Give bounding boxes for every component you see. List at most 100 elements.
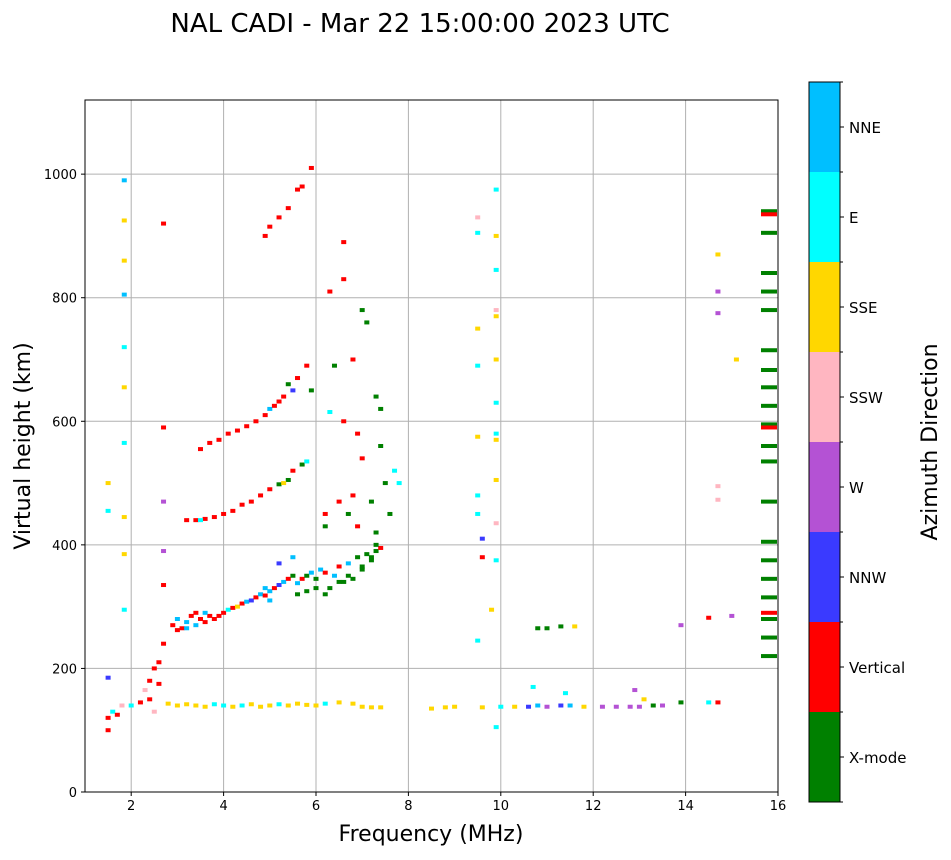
data-point-nne (267, 589, 273, 594)
data-point-x-mode (761, 617, 777, 621)
data-point-nne (535, 703, 541, 708)
data-point-vertical (267, 487, 273, 492)
data-point-nnw (248, 598, 254, 603)
chart-title: NAL CADI - Mar 22 15:00:00 2023 UTC (170, 9, 669, 39)
data-point-nne (267, 598, 273, 603)
data-point-vertical (216, 613, 222, 618)
grid-lines (85, 100, 779, 793)
data-point-ssw (142, 688, 148, 693)
data-point-x-mode (276, 482, 282, 487)
data-point-x-mode (678, 700, 684, 705)
data-point-e (327, 410, 333, 415)
data-point-x-mode (373, 530, 379, 535)
data-point-vertical (161, 425, 167, 430)
data-point-x-mode (331, 363, 337, 368)
data-point-sse (378, 705, 384, 710)
data-point-vertical (276, 215, 282, 220)
x-tick-label: 10 (493, 799, 510, 814)
data-point-x-mode (761, 403, 777, 408)
data-point-vertical (761, 212, 777, 217)
colorbar-tick-label: NNE (849, 119, 881, 137)
data-point-vertical (290, 468, 296, 473)
data-point-sse (174, 703, 180, 708)
data-point-vertical (137, 700, 143, 705)
data-point-vertical (336, 564, 342, 569)
data-point-vertical (147, 678, 153, 683)
data-point-sse (193, 703, 199, 708)
data-point-sse (581, 704, 587, 709)
data-point-vertical (147, 697, 153, 702)
data-point-x-mode (761, 459, 777, 464)
data-point-vertical (271, 403, 277, 408)
x-axis-label: Frequency (MHz) (339, 822, 524, 847)
colorbar-tick-label: X-mode (849, 749, 906, 767)
data-point-x-mode (290, 573, 296, 578)
data-point-vertical (262, 593, 268, 598)
data-point-sse (285, 703, 291, 708)
data-point-vertical (378, 545, 384, 550)
data-point-sse (281, 481, 287, 486)
colorbar: X-mode Vertical NNW W SSW SSE E NNE (808, 81, 906, 803)
data-point-vertical (211, 515, 217, 520)
data-point-x-mode (368, 555, 374, 560)
data-point-ssw (715, 497, 721, 502)
data-point-sse (230, 704, 236, 709)
data-point-w (729, 613, 735, 618)
data-point-vertical (179, 626, 185, 631)
data-point-vertical (161, 641, 167, 646)
x-tick-label: 4 (219, 799, 227, 814)
colorbar-tick-label: NNW (849, 569, 886, 587)
data-point-x-mode (373, 549, 379, 554)
data-point-vertical (355, 524, 361, 529)
data-point-vertical (336, 499, 342, 504)
data-point-x-mode (368, 499, 374, 504)
data-point-e (493, 558, 499, 563)
data-point-nne (318, 567, 324, 572)
data-point-e (530, 684, 536, 689)
data-point-w (627, 704, 633, 709)
data-point-vertical (202, 516, 208, 521)
data-point-x-mode (341, 579, 347, 584)
data-point-e (498, 704, 504, 709)
data-point-x-mode (761, 595, 777, 600)
data-point-vertical (234, 428, 240, 433)
data-point-e (706, 700, 712, 705)
data-point-sse (715, 252, 721, 257)
data-point-w (544, 704, 550, 709)
data-point-nne (184, 626, 190, 631)
data-point-x-mode (761, 576, 777, 581)
data-point-vertical (221, 511, 227, 516)
data-point-vertical (295, 376, 301, 381)
data-point-vertical (253, 419, 259, 424)
data-point-e (493, 267, 499, 272)
data-point-sse (489, 607, 495, 612)
data-point-vertical (184, 518, 190, 523)
data-point-nnw (290, 388, 296, 393)
data-point-x-mode (761, 499, 777, 504)
data-point-e (121, 607, 127, 612)
data-point-sse (165, 701, 171, 706)
data-point-sse (234, 604, 240, 609)
data-point-e (128, 703, 134, 708)
data-point-vertical (156, 660, 162, 665)
data-point-vertical (248, 499, 254, 504)
data-point-x-mode (313, 576, 319, 581)
data-point-sse (202, 704, 208, 709)
data-point-x-mode (761, 444, 777, 448)
data-point-e (198, 518, 203, 523)
data-point-x-mode (761, 289, 777, 294)
data-point-x-mode (535, 626, 541, 631)
data-point-w (632, 688, 638, 693)
data-point-nne (121, 178, 127, 183)
data-point-e (475, 230, 481, 235)
data-point-vertical (221, 610, 227, 615)
data-point-sse (452, 704, 458, 709)
y-tick-label: 0 (69, 786, 77, 801)
y-tick-label: 600 (52, 415, 77, 430)
data-point-sse (572, 624, 578, 629)
colorbar-segment (809, 82, 840, 172)
data-point-vertical (230, 605, 236, 610)
data-point-nne (202, 610, 208, 615)
data-point-x-mode (378, 444, 384, 448)
